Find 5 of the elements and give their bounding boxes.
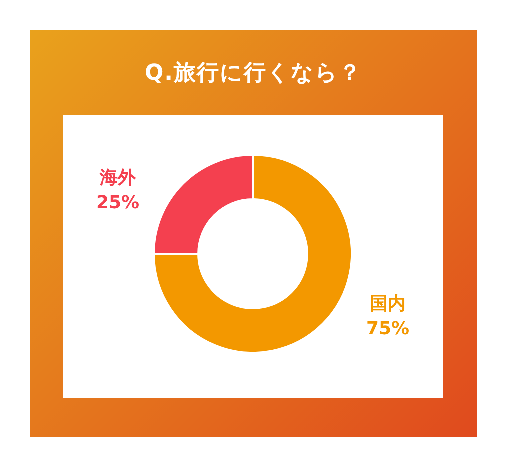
data-label: 25% [96,192,140,214]
slice-label: 海外 [99,168,137,189]
chart-title: Q.旅行に行くなら？ [144,60,364,88]
slice-label: 国内 [370,294,406,315]
data-label: 75% [366,318,410,340]
